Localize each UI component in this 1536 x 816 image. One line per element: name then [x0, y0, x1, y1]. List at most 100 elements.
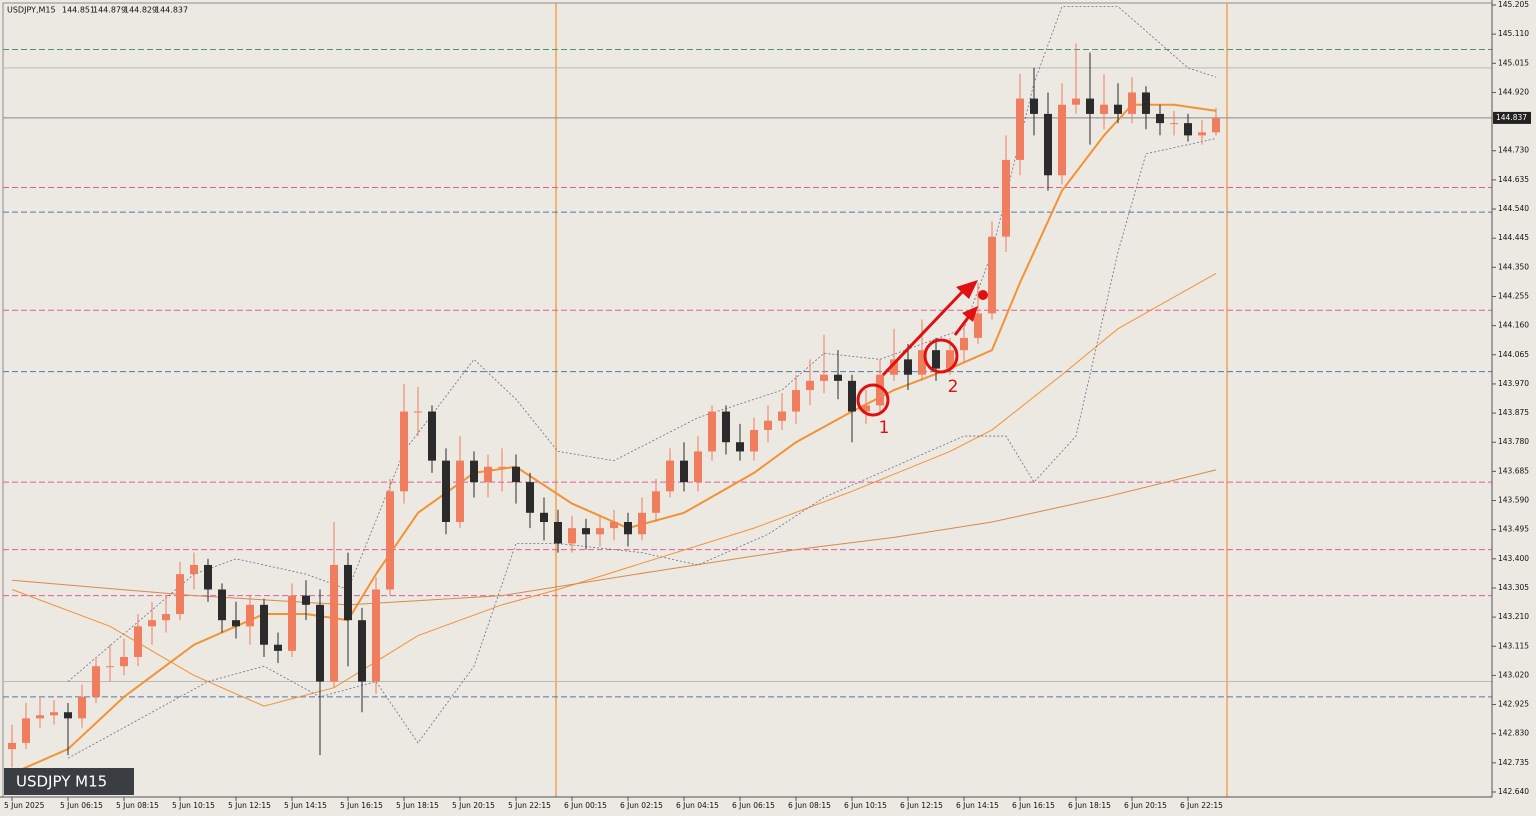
candle-body [414, 411, 422, 413]
candle-body [708, 411, 716, 452]
x-tick-label: 5 Jun 08:15 [116, 801, 159, 810]
y-tick-label: 144.540 [1498, 204, 1529, 213]
candle-body [568, 528, 576, 544]
candle-body [904, 359, 912, 375]
candle-body [8, 742, 16, 750]
x-tick-label: 6 Jun 14:15 [956, 801, 999, 810]
x-tick-label: 6 Jun 20:15 [1124, 801, 1167, 810]
candle-body [204, 564, 212, 590]
indicator-line [67, 138, 1217, 759]
x-tick-label: 6 Jun 16:15 [1012, 801, 1055, 810]
candle-body [834, 374, 842, 381]
header-value: 144.851 [62, 6, 95, 15]
candle-body [1114, 104, 1122, 114]
y-tick-label: 143.400 [1498, 554, 1529, 563]
y-tick-label: 142.925 [1498, 700, 1529, 709]
candle-body [288, 595, 296, 651]
y-tick-label: 145.205 [1498, 0, 1529, 9]
candle-body [988, 236, 996, 314]
y-tick-label: 143.495 [1498, 525, 1529, 534]
y-tick-label: 143.970 [1498, 379, 1529, 388]
candle-body [400, 411, 408, 492]
y-tick-label: 145.110 [1498, 29, 1529, 38]
y-tick-label: 145.015 [1498, 58, 1529, 67]
x-tick-label: 5 Jun 12:15 [228, 801, 271, 810]
candle-body [722, 411, 730, 443]
annotation-label: 1 [879, 418, 890, 438]
y-tick-label: 144.350 [1498, 262, 1529, 271]
x-tick-label: 6 Jun 18:15 [1068, 801, 1111, 810]
candle-body [358, 620, 366, 682]
candle-body [1058, 104, 1066, 176]
y-tick-label: 144.730 [1498, 146, 1529, 155]
candle-body [624, 521, 632, 535]
candle-body [50, 712, 58, 716]
candle-body [1030, 98, 1038, 114]
candle-body [596, 528, 604, 535]
candle-body [778, 411, 786, 421]
candle-body [960, 337, 968, 351]
candle-body [638, 512, 646, 535]
candle-body [1016, 98, 1024, 160]
header-symbol: USDJPY,M15 [7, 6, 56, 15]
candle-body [190, 564, 198, 575]
candle-body [512, 466, 520, 483]
candle-body [134, 626, 142, 657]
y-tick-label: 143.115 [1498, 641, 1529, 650]
candle-body [260, 604, 268, 645]
symbol-box [4, 768, 134, 795]
candle-body [1128, 92, 1136, 114]
y-tick-label: 144.065 [1498, 350, 1529, 359]
x-tick-label: 5 Jun 20:15 [452, 801, 495, 810]
last-price-box [1493, 111, 1531, 124]
candle-body [792, 390, 800, 412]
candle-body [344, 564, 352, 621]
indicator-line [67, 6, 1217, 682]
candle-body [526, 482, 534, 513]
x-tick-label: 6 Jun 00:15 [564, 801, 607, 810]
candle-body [120, 656, 128, 667]
annotation-arrow [953, 314, 972, 336]
candle-body [428, 411, 436, 461]
candle-body [764, 420, 772, 430]
candle-body [78, 696, 86, 719]
candle-body [484, 466, 492, 483]
candle-body [316, 604, 324, 682]
candle-body [232, 620, 240, 627]
candle-body [680, 460, 688, 483]
annotation-group: 1 2 [856, 280, 988, 438]
header-value: 144.829 [124, 6, 157, 15]
candle-body [1044, 113, 1052, 176]
candle-body [1156, 113, 1164, 124]
x-tick-label: 6 Jun 12:15 [900, 801, 943, 810]
candle-body [890, 359, 898, 375]
candle-body [302, 595, 310, 605]
candle-body [218, 589, 226, 621]
candle-body [106, 666, 114, 668]
y-tick-label: 143.780 [1498, 437, 1529, 446]
x-tick-label: 5 Jun 14:15 [284, 801, 327, 810]
candle-body [946, 350, 954, 369]
candle-body [918, 350, 926, 375]
candle-body [974, 313, 982, 338]
candle-body [1086, 98, 1094, 114]
x-tick-label: 6 Jun 22:15 [1180, 801, 1223, 810]
arrow-head [962, 306, 978, 322]
header-value: 144.837 [155, 6, 188, 15]
candle-body [386, 491, 394, 590]
x-tick-label: 5 Jun 2025 [4, 801, 45, 810]
indicator-line [11, 469, 1217, 606]
y-tick-label: 142.640 [1498, 787, 1529, 796]
candle-body [498, 466, 506, 468]
candle-body [1142, 92, 1150, 114]
y-tick-label: 143.590 [1498, 496, 1529, 505]
candle-body [806, 380, 814, 391]
candle-body [820, 374, 828, 381]
candle-body [666, 460, 674, 492]
candle-body [862, 405, 870, 412]
x-tick-label: 5 Jun 18:15 [396, 801, 439, 810]
candle-body [162, 614, 170, 621]
candle-body [876, 374, 884, 406]
x-tick-label: 5 Jun 10:15 [172, 801, 215, 810]
